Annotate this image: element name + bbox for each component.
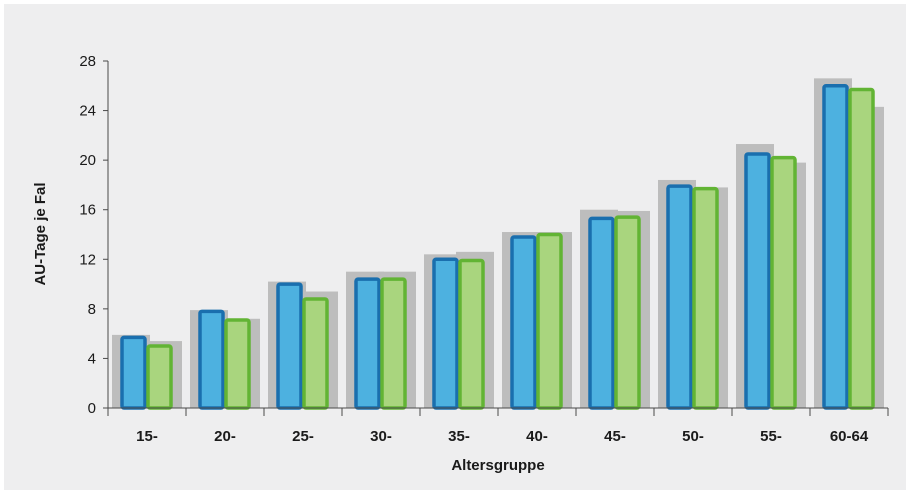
bar-blue [588,216,615,410]
bar-blue [432,257,459,410]
bar-blue [822,84,849,410]
bar-blue [276,282,303,410]
x-category-label: 55- [760,428,782,445]
x-category-label: 30- [370,428,392,445]
x-category-label: 20- [214,428,236,445]
x-category-label: 35- [448,428,470,445]
y-tick-label: 20 [79,152,96,169]
bar-blue [744,152,771,410]
y-tick-label: 16 [79,202,96,219]
bar-blue [666,184,693,410]
bar-green [692,186,719,410]
y-tick-label: 8 [88,301,96,318]
x-category-label: 45- [604,428,626,445]
bar-green [614,215,641,410]
bar-green [848,87,875,410]
y-axis-title: AU-Tage je Fal [32,182,49,285]
y-tick-label: 28 [79,53,96,70]
bar-green [536,232,563,410]
bar-green [302,297,329,410]
x-category-label: 15- [136,428,158,445]
bar-blue [510,235,537,410]
x-category-label: 25- [292,428,314,445]
y-tick-label: 0 [88,400,96,417]
bars-layer [112,78,884,410]
x-axis-title: Altersgruppe [451,457,544,474]
bar-green [146,344,173,410]
bar-blue [198,309,225,410]
bar-green [458,258,485,410]
bar-green [224,318,251,410]
x-category-label: 40- [526,428,548,445]
bar-blue [354,277,381,410]
y-tick-label: 12 [79,251,96,268]
bar-green [770,155,797,410]
y-tick-label: 24 [79,103,96,120]
bar-green [380,277,407,410]
x-category-label: 50- [682,428,704,445]
ticks-layer: 0 4 8 12 16 20 24 28 15- 20- 25- 30- 35- 40- 45- 50- 55-… [79,53,889,445]
x-category-label: 60-64 [830,428,869,445]
y-tick-label: 4 [88,350,96,367]
bar-blue [120,335,147,410]
